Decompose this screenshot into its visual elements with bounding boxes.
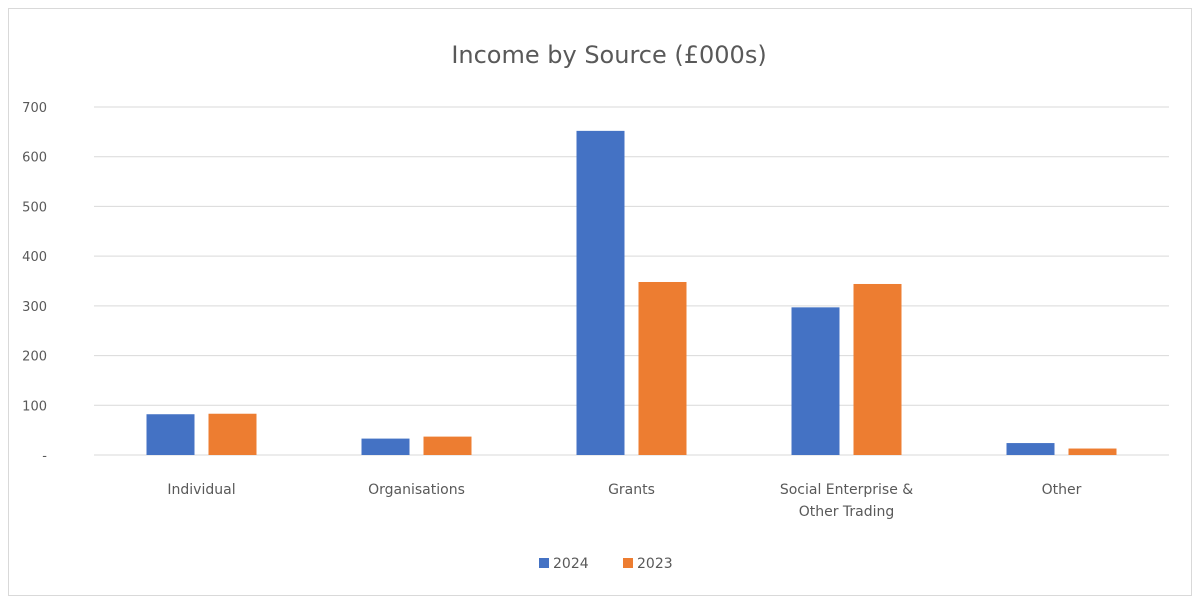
category-label-line: Other (1042, 482, 1082, 498)
category-label: Social Enterprise & Other Trading (780, 482, 913, 520)
category-label: Grants (608, 482, 655, 498)
y-tick-label: 600 (22, 151, 47, 166)
y-tick-label: 100 (22, 399, 47, 414)
chart-title: Income by Source (£000s) (451, 41, 766, 69)
legend: 2024 2023 (539, 556, 673, 572)
y-tick-label: 500 (22, 200, 47, 215)
bar-2024 (361, 438, 410, 455)
category-label-line: Other Trading (799, 504, 895, 520)
bar-2023 (638, 281, 687, 455)
bar-2023 (853, 283, 902, 455)
legend-swatch (623, 558, 633, 568)
legend-label: 2024 (553, 556, 589, 572)
legend-swatch (539, 558, 549, 568)
category-label-line: Grants (608, 482, 655, 498)
y-tick-label: 700 (22, 101, 47, 116)
bar-2024 (1006, 443, 1055, 455)
category-label: Organisations (368, 482, 465, 498)
bar-2024 (576, 130, 625, 455)
x-axis-categories: Individual Organisations Grants Social Ente… (167, 482, 1081, 520)
y-tick-label: 300 (22, 300, 47, 315)
chart-container: Income by Source (£000s) 700 600 500 400 300… (8, 8, 1192, 596)
legend-label: 2023 (637, 556, 673, 572)
gridlines (94, 106, 1169, 456)
category-label-line: Organisations (368, 482, 465, 498)
y-axis-ticks: 700 600 500 400 300 200 100 - (22, 101, 47, 464)
bar-2024 (791, 307, 840, 455)
category-label: Individual (167, 482, 235, 498)
category-label-line: Individual (167, 482, 235, 498)
category-label-line: Social Enterprise & (780, 482, 913, 498)
bars (146, 130, 1117, 455)
bar-chart: Income by Source (£000s) 700 600 500 400 300… (22, 41, 1169, 572)
y-tick-label: 400 (22, 250, 47, 265)
bar-2023 (208, 413, 257, 455)
bar-2024 (146, 414, 195, 455)
bar-2023 (423, 436, 472, 455)
category-label: Other (1042, 482, 1082, 498)
bar-2023 (1068, 448, 1117, 455)
y-tick-label: - (42, 449, 47, 464)
y-tick-label: 200 (22, 350, 47, 365)
